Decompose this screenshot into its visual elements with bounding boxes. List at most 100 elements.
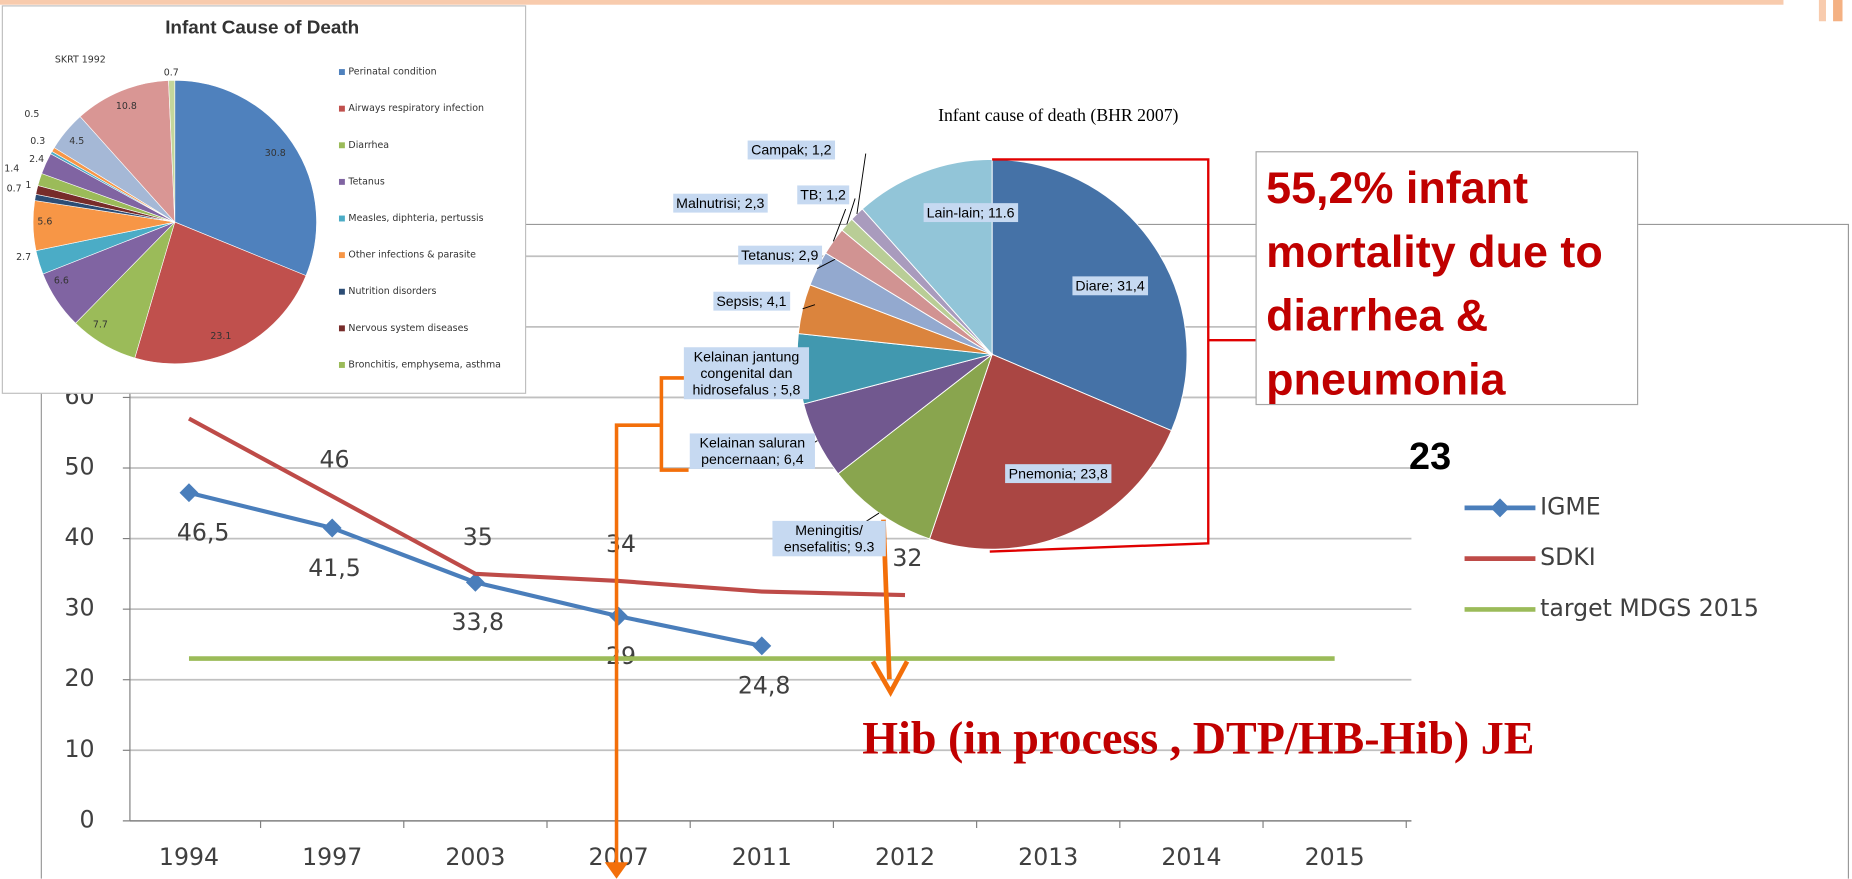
corner-mark [1833, 0, 1843, 22]
legend-label: Measles, diphteria, pertussis [348, 213, 483, 224]
legend-label: Perinatal condition [348, 67, 436, 78]
data-label: Meningitis/ ensefalitis; 9.3 [772, 520, 886, 557]
pie-slice [134, 221, 307, 365]
series-line [187, 416, 906, 598]
data-label: Diare; 31,4 [1071, 276, 1149, 296]
x-tick-label: 2015 [1305, 843, 1365, 871]
data-label: Campak; 1,2 [747, 140, 836, 160]
legend-label: Tetanus [347, 176, 384, 187]
legend-swatch [338, 325, 345, 332]
top-band [0, 0, 1784, 5]
y-tick-label: 50 [64, 453, 94, 481]
x-tick-label: 2003 [445, 843, 505, 871]
data-label: 7.7 [93, 319, 108, 330]
legend-swatch [338, 69, 345, 75]
bracket [989, 158, 1256, 553]
pie-slice [174, 80, 317, 277]
x-tick-label: 1997 [302, 843, 362, 871]
y-tick-label: 20 [64, 664, 94, 692]
data-label: 0.3 [30, 136, 45, 147]
data-label: 5.6 [37, 217, 52, 228]
leader-line [802, 304, 816, 310]
legend-swatch [338, 142, 345, 149]
legend-label: SDKI [1540, 543, 1596, 571]
legend-swatch [338, 362, 345, 368]
legend-swatch [338, 215, 345, 222]
marker [465, 572, 485, 592]
legend-label: Airways respiratory infection [348, 103, 484, 114]
data-label: 24,8 [738, 672, 791, 700]
data-label: 1.4 [4, 163, 19, 174]
data-label: Sepsis; 4,1 [712, 291, 791, 311]
y-tick-label: 0 [79, 805, 94, 833]
x-tick-label: 2011 [732, 843, 792, 871]
pie-slice [928, 353, 1173, 550]
data-label: 32 [892, 544, 922, 572]
y-tick-label: 40 [64, 523, 94, 551]
legend-swatch [338, 105, 345, 112]
data-label: 35 [463, 523, 493, 551]
bracket [614, 376, 689, 870]
legend-label: Nervous system diseases [348, 323, 468, 334]
callout-box: 55,2% infant mortality due to diarrhea &… [1255, 151, 1639, 406]
data-label: 1 [25, 180, 31, 191]
data-label: 6.6 [54, 276, 69, 287]
legend-label: Diarrhea [348, 140, 389, 151]
data-label: TB; 1,2 [796, 185, 850, 205]
pie-title: Infant cause of death (BHR 2007) [938, 105, 1178, 125]
x-tick-label: 2013 [1018, 843, 1078, 871]
data-label: 46 [320, 445, 350, 473]
legend-swatch [338, 288, 345, 295]
legend-swatch [338, 252, 345, 259]
data-label: Tetanus; 2,9 [737, 245, 822, 265]
legend-label: Bronchitis, emphysema, asthma [348, 359, 501, 370]
legend-label: IGME [1540, 492, 1601, 520]
data-label: 34 [606, 530, 636, 558]
data-label: Kelainan saluran pencernaan; 6,4 [689, 433, 815, 469]
data-label: 30.8 [265, 148, 286, 159]
marker [179, 483, 199, 503]
annotation: 23 [1409, 434, 1452, 478]
legend-marker [1490, 498, 1510, 518]
data-label: 0.5 [24, 109, 39, 120]
pie-slice [168, 80, 176, 223]
data-label: 0.7 [164, 68, 179, 79]
data-label: Malnutrisi; 2,3 [672, 193, 768, 213]
data-label: 0.7 [7, 183, 22, 194]
data-label: 41,5 [308, 554, 361, 582]
x-tick-label: 2014 [1161, 843, 1221, 871]
pie-subtitle: SKRT 1992 [55, 55, 106, 66]
data-label: 29 [606, 642, 636, 670]
x-tick-label: 1994 [159, 843, 219, 871]
leader-line [816, 257, 839, 270]
leader-line [846, 198, 856, 225]
data-label: 23.1 [210, 331, 231, 342]
data-label: 2.7 [16, 252, 31, 263]
legend-label: Other infections & parasite [348, 250, 476, 261]
arrow-head [604, 862, 629, 879]
legend-swatch [338, 178, 345, 185]
data-label: Pnemonia; 23,8 [1005, 464, 1112, 484]
data-label: 2.4 [29, 154, 44, 165]
data-label: Kelainan jantung congenital dan hidrosef… [683, 347, 810, 400]
x-tick-label: 2012 [875, 843, 935, 871]
data-label: 10.8 [116, 101, 137, 112]
leader-line [856, 153, 867, 215]
y-tick-label: 30 [64, 594, 94, 622]
legend-label: target MDGS 2015 [1540, 594, 1759, 622]
annotation: Hib (in process , DTP/HB-Hib) JE [862, 713, 1535, 765]
pie-slice [79, 80, 176, 223]
data-label: 33,8 [451, 608, 504, 636]
data-label: Lain-lain; 11.6 [923, 203, 1019, 223]
data-label: 46,5 [177, 519, 230, 547]
arrow-head [870, 660, 910, 697]
marker [322, 518, 342, 538]
legend-label: Nutrition disorders [348, 286, 436, 297]
corner-mark [1818, 0, 1826, 22]
y-tick-label: 10 [64, 735, 94, 763]
marker [752, 636, 772, 656]
data-label: 4.5 [69, 136, 84, 147]
leader-line [832, 208, 847, 242]
pie-title: Infant Cause of Death [165, 17, 359, 38]
